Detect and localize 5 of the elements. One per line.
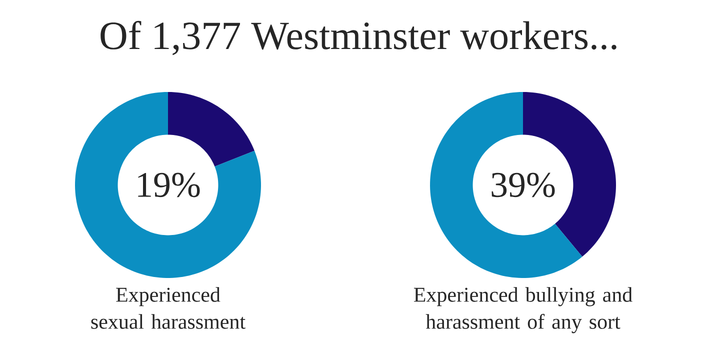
text: Of 1,377 Westminster workers... bbox=[100, 20, 616, 56]
text: 19% bbox=[138, 172, 200, 198]
text: Experienced bullying and harassment of any sort bbox=[414, 287, 632, 334]
text: 39% bbox=[492, 172, 555, 198]
text: Experienced sexual harassment bbox=[91, 287, 246, 329]
